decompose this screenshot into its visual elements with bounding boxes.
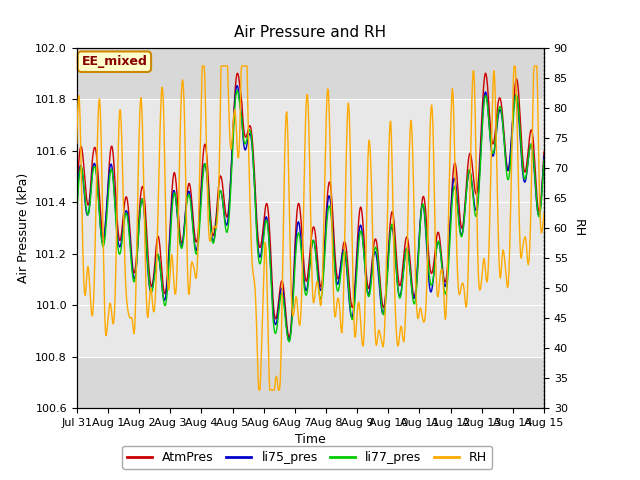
Text: EE_mixed: EE_mixed <box>81 55 147 68</box>
Bar <box>77 99 544 357</box>
Y-axis label: RH: RH <box>572 219 584 237</box>
Y-axis label: Air Pressure (kPa): Air Pressure (kPa) <box>17 173 30 283</box>
X-axis label: Time: Time <box>295 433 326 446</box>
Legend: AtmPres, li75_pres, li77_pres, RH: AtmPres, li75_pres, li77_pres, RH <box>122 446 492 469</box>
Title: Air Pressure and RH: Air Pressure and RH <box>234 25 387 40</box>
